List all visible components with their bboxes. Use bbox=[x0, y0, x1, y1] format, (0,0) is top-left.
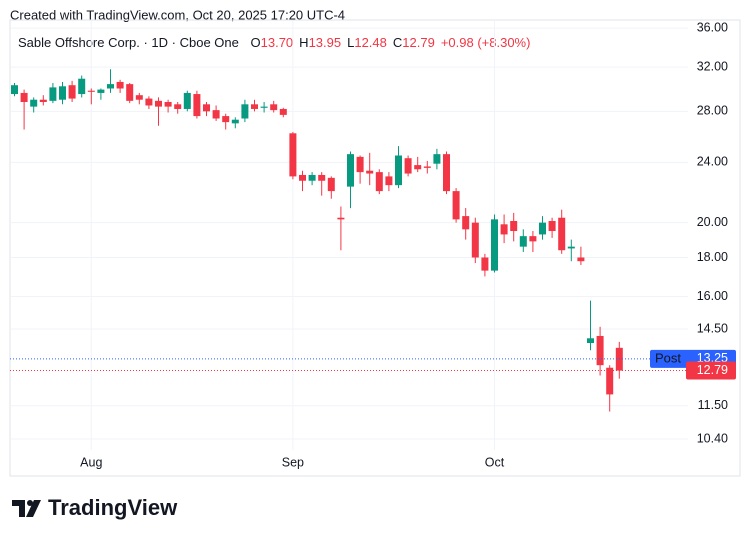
candle-body bbox=[491, 219, 498, 271]
candle-body bbox=[212, 110, 220, 119]
x-tick-label: Aug bbox=[80, 455, 102, 469]
candle-body bbox=[347, 154, 354, 187]
candle-body bbox=[596, 335, 604, 366]
candle-body bbox=[289, 133, 297, 177]
candle-body bbox=[231, 119, 239, 124]
y-tick-label: 14.50 bbox=[697, 321, 728, 335]
y-tick-label: 16.00 bbox=[697, 289, 728, 303]
candle-body bbox=[337, 217, 345, 220]
candle-body bbox=[308, 174, 316, 181]
watermark: TradingView bbox=[48, 495, 178, 520]
price-label-name: Post bbox=[655, 350, 681, 365]
candle-body bbox=[174, 104, 182, 109]
candle-body bbox=[443, 154, 450, 192]
candle-body bbox=[126, 84, 134, 101]
ohlc-key: C bbox=[393, 35, 402, 50]
candle-body bbox=[135, 95, 143, 100]
candle-body bbox=[529, 236, 537, 242]
ohlc-value: 12.79 bbox=[402, 35, 435, 50]
candle-body bbox=[510, 220, 518, 232]
ohlc-key: H bbox=[299, 35, 308, 50]
candle-body bbox=[327, 177, 335, 192]
candle-body bbox=[251, 104, 258, 109]
candle-body bbox=[606, 367, 614, 395]
candle-body bbox=[260, 106, 268, 108]
candle-body bbox=[471, 222, 479, 258]
candle-body bbox=[203, 104, 210, 112]
symbol: Sable Offshore Corp. · 1D · Cboe One bbox=[18, 35, 239, 50]
candle-body bbox=[20, 92, 28, 102]
candle-body bbox=[567, 246, 575, 249]
candle-body bbox=[241, 104, 249, 119]
ohlc-key: O bbox=[251, 35, 261, 50]
y-tick-label: 28.00 bbox=[697, 104, 728, 118]
y-tick-label: 24.00 bbox=[697, 155, 728, 169]
candle-body bbox=[481, 257, 489, 271]
candle-body bbox=[366, 170, 374, 174]
candle-body bbox=[385, 176, 393, 186]
logo bbox=[12, 500, 41, 517]
candle-body bbox=[548, 220, 556, 232]
candle-body bbox=[356, 156, 364, 173]
candle-body bbox=[145, 98, 153, 106]
candle-body bbox=[97, 89, 105, 93]
candle-body bbox=[500, 224, 508, 235]
candle-body bbox=[59, 86, 66, 100]
price-label-value: 12.79 bbox=[697, 363, 728, 377]
y-tick-label: 32.00 bbox=[697, 59, 728, 73]
x-tick-label: Sep bbox=[282, 455, 304, 469]
candle-body bbox=[577, 257, 585, 262]
y-tick-label: 18.00 bbox=[697, 250, 728, 264]
candle-body bbox=[164, 101, 172, 107]
ohlc-value: 13.95 bbox=[309, 35, 342, 50]
price-label-box bbox=[686, 361, 736, 380]
candle-body bbox=[539, 222, 546, 235]
x-tick-label: Oct bbox=[485, 455, 505, 469]
candle-body bbox=[155, 100, 162, 107]
y-tick-label: 36.00 bbox=[697, 20, 728, 34]
candle-body bbox=[375, 172, 383, 192]
candle-body bbox=[11, 85, 18, 95]
candle-body bbox=[270, 104, 278, 111]
candle-body bbox=[78, 78, 86, 95]
created-note: Created with TradingView.com, Oct 20, 20… bbox=[10, 7, 345, 22]
candle-body bbox=[587, 338, 594, 344]
candle-body bbox=[414, 165, 422, 170]
ohlc-value: 12.48 bbox=[354, 35, 387, 50]
ohlc-key: L bbox=[347, 35, 354, 50]
candle-body bbox=[30, 99, 38, 107]
candle-body bbox=[39, 99, 47, 102]
candle-body bbox=[116, 81, 124, 89]
candle-body bbox=[462, 216, 470, 230]
candle-body bbox=[423, 166, 431, 168]
candle-body bbox=[87, 90, 95, 92]
candle-body bbox=[519, 236, 527, 247]
candle-body bbox=[404, 158, 412, 174]
candle-body bbox=[49, 87, 57, 101]
y-tick-label: 11.50 bbox=[698, 398, 728, 412]
candle-body bbox=[558, 217, 566, 251]
candle-body bbox=[222, 116, 230, 123]
ohlc-value: 13.70 bbox=[261, 35, 294, 50]
candle-body bbox=[452, 191, 460, 220]
candle-body bbox=[183, 92, 191, 109]
y-tick-label: 10.40 bbox=[697, 431, 728, 445]
candle-body bbox=[318, 174, 326, 181]
candle-body bbox=[395, 155, 402, 186]
candle-body bbox=[299, 174, 306, 181]
y-tick-label: 20.00 bbox=[697, 215, 728, 229]
chart-frame bbox=[9, 19, 741, 477]
candle-body bbox=[107, 84, 114, 89]
candle-body bbox=[433, 154, 441, 164]
candle-body bbox=[193, 94, 201, 117]
chart-header: Sable Offshore Corp. · 1D · Cboe One O13… bbox=[18, 35, 530, 50]
change: +0.98 (+8.30%) bbox=[441, 35, 531, 50]
candle-body bbox=[279, 108, 287, 115]
candle-body bbox=[68, 85, 76, 99]
